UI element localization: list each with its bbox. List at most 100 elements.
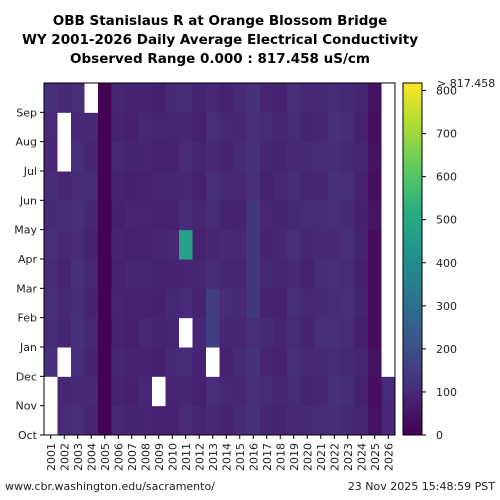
heatmap-cell: [327, 112, 342, 143]
heatmap-cell: [84, 200, 99, 231]
heatmap-cell: [57, 259, 72, 289]
heatmap-cell: [368, 141, 382, 172]
heatmap-cell: [341, 171, 355, 201]
heatmap-cell: [57, 112, 72, 143]
heatmap-cell: [111, 259, 126, 289]
heatmap-cell: [84, 171, 99, 201]
heatmap-cell: [206, 141, 220, 172]
heatmap-cell: [57, 317, 72, 348]
heatmap-cell: [98, 259, 112, 289]
heatmap-cell: [179, 83, 193, 113]
heatmap-cell: [219, 347, 234, 377]
heatmap-cell: [300, 317, 315, 348]
heatmap-cell: [192, 83, 207, 113]
x-tick-label: 2012: [193, 443, 206, 471]
heatmap-cell: [206, 83, 220, 113]
heatmap-cell: [165, 259, 180, 289]
heatmap-cell: [314, 141, 328, 172]
heatmap-cell: [98, 141, 112, 172]
x-tick-label: 2019: [288, 443, 301, 471]
heatmap-cell: [327, 171, 342, 201]
heatmap-cell: [273, 200, 288, 231]
heatmap-cell: [260, 317, 274, 348]
heatmap-cell: [125, 141, 139, 172]
chart-title-line-1: OBB Stanislaus R at Orange Blossom Bridg…: [53, 13, 388, 29]
heatmap-cell: [327, 317, 342, 348]
heatmap-cell: [44, 229, 58, 260]
heatmap-cell: [381, 229, 396, 260]
heatmap-cell: [98, 405, 112, 436]
heatmap-cell: [192, 317, 207, 348]
heatmap-cell: [125, 405, 139, 436]
heatmap-cell: [314, 288, 328, 319]
x-tick-label: 2025: [369, 443, 382, 471]
heatmap-cell: [354, 229, 369, 260]
heatmap-cell: [368, 405, 382, 436]
heatmap-cell: [179, 229, 193, 260]
x-tick-label: 2001: [45, 443, 58, 471]
heatmap-cell: [246, 171, 261, 201]
heatmap-cell: [354, 200, 369, 231]
heatmap-cell: [152, 112, 166, 143]
heatmap-cell: [206, 288, 220, 319]
x-tick-label: 2006: [112, 443, 125, 471]
y-axis: Oct Nov Dec Jan Feb Mar Apr May Jun Jul Aug Sep: [14, 106, 44, 442]
heatmap-cells: [44, 83, 396, 436]
heatmap-cell: [84, 229, 99, 260]
heatmap-cell: [44, 141, 58, 172]
heatmap-cell: [354, 376, 369, 407]
heatmap-cell: [368, 347, 382, 377]
heatmap-cell: [125, 229, 139, 260]
heatmap-cell: [219, 200, 234, 231]
heatmap-cell: [327, 83, 342, 113]
heatmap-cell: [341, 200, 355, 231]
y-tick-label: Mar: [16, 282, 37, 295]
heatmap-cell: [246, 229, 261, 260]
heatmap-cell: [98, 83, 112, 113]
heatmap-cell: [327, 229, 342, 260]
heatmap-cell: [179, 376, 193, 407]
heatmap-cell: [381, 288, 396, 319]
heatmap-cell: [206, 347, 220, 377]
footer-timestamp: 23 Nov 2025 15:48:59 PST: [348, 480, 495, 493]
heatmap-cell: [152, 83, 166, 113]
heatmap-cell: [192, 200, 207, 231]
y-tick-label: Jul: [23, 165, 37, 178]
heatmap-cell: [179, 200, 193, 231]
heatmap-cell: [233, 405, 247, 436]
heatmap-cell: [368, 317, 382, 348]
heatmap-cell: [179, 347, 193, 377]
heatmap-cell: [246, 376, 261, 407]
y-tick-label: Nov: [16, 400, 38, 413]
heatmap-cell: [327, 347, 342, 377]
heatmap-cell: [138, 112, 153, 143]
heatmap-cell: [44, 83, 58, 113]
heatmap-cell: [233, 229, 247, 260]
heatmap-cell: [206, 376, 220, 407]
x-tick-label: 2008: [139, 443, 152, 471]
heatmap-cell: [273, 229, 288, 260]
heatmap-cell: [314, 376, 328, 407]
heatmap-cell: [71, 405, 85, 436]
heatmap-cell: [125, 288, 139, 319]
heatmap-cell: [138, 405, 153, 436]
heatmap-cell: [165, 405, 180, 436]
heatmap-cell: [273, 405, 288, 436]
heatmap-cell: [354, 171, 369, 201]
x-tick-label: 2014: [220, 443, 233, 471]
y-tick-label: Apr: [18, 253, 38, 266]
y-tick-label: Jun: [19, 194, 37, 207]
heatmap-cell: [219, 376, 234, 407]
heatmap-cell: [192, 288, 207, 319]
heatmap-cell: [206, 405, 220, 436]
heatmap-cell: [381, 259, 396, 289]
heatmap-cell: [354, 83, 369, 113]
x-axis: 2001 2002 2003 2004 2005 2006 2007 2008 2009 2010…: [45, 435, 395, 471]
heatmap-cell: [125, 83, 139, 113]
heatmap-cell: [152, 376, 166, 407]
x-tick-label: 2004: [85, 443, 98, 471]
heatmap-cell: [165, 112, 180, 143]
heatmap-cell: [44, 317, 58, 348]
colorbar-tick-label: 800: [436, 85, 457, 98]
heatmap-cell: [192, 171, 207, 201]
